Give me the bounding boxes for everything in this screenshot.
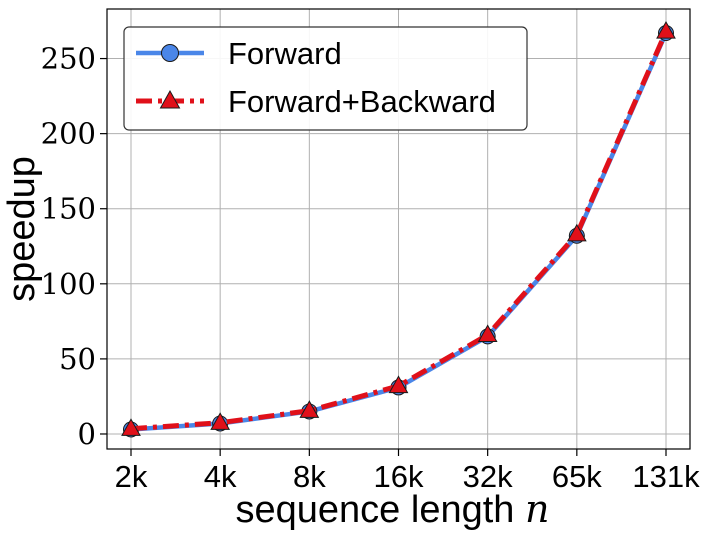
legend-item: Forward	[136, 36, 342, 71]
legend-marker	[161, 44, 179, 62]
y-tick-label: 150	[41, 192, 96, 226]
x-tick-label: 4k	[204, 459, 237, 494]
data-point	[656, 21, 676, 39]
y-tick-label: 100	[41, 267, 96, 301]
legend: Forward Forward+Backward	[123, 26, 528, 131]
legend-marker	[159, 89, 181, 109]
data-point	[566, 223, 587, 242]
y-axis-label: speedup	[1, 156, 43, 302]
x-tick-label: 16k	[374, 459, 424, 494]
legend-label: Forward+Backward	[228, 84, 496, 119]
y-tick-label: 200	[41, 117, 96, 151]
data-point	[121, 418, 141, 436]
x-tick-label: 2k	[115, 459, 148, 494]
x-tick-label: 8k	[293, 459, 326, 494]
x-tick-label: 65k	[552, 459, 602, 494]
y-tick-label: 0	[78, 417, 96, 451]
data-point	[299, 400, 320, 418]
x-axis-ticks: 2k 4k 8k 16k 32k 65k 131k	[115, 449, 700, 494]
legend-item: Forward+Backward	[136, 84, 496, 119]
x-tick-label: 32k	[463, 459, 513, 494]
x-axis-label-text: sequence length	[236, 489, 515, 531]
x-axis-label: sequence length n	[236, 487, 550, 531]
x-tick-label: 131k	[632, 459, 700, 494]
legend-label: Forward	[228, 36, 342, 71]
series-forward-backward	[121, 21, 676, 436]
y-tick-label: 250	[41, 42, 96, 76]
data-point	[477, 324, 498, 343]
y-axis-ticks: 0 50 100 150 200 250	[41, 42, 107, 451]
legend-box	[123, 26, 528, 131]
data-point	[388, 375, 409, 394]
y-tick-label: 50	[59, 342, 96, 376]
series-layer	[121, 21, 676, 438]
data-point	[210, 412, 231, 430]
x-axis-label-variable: n	[525, 487, 549, 531]
